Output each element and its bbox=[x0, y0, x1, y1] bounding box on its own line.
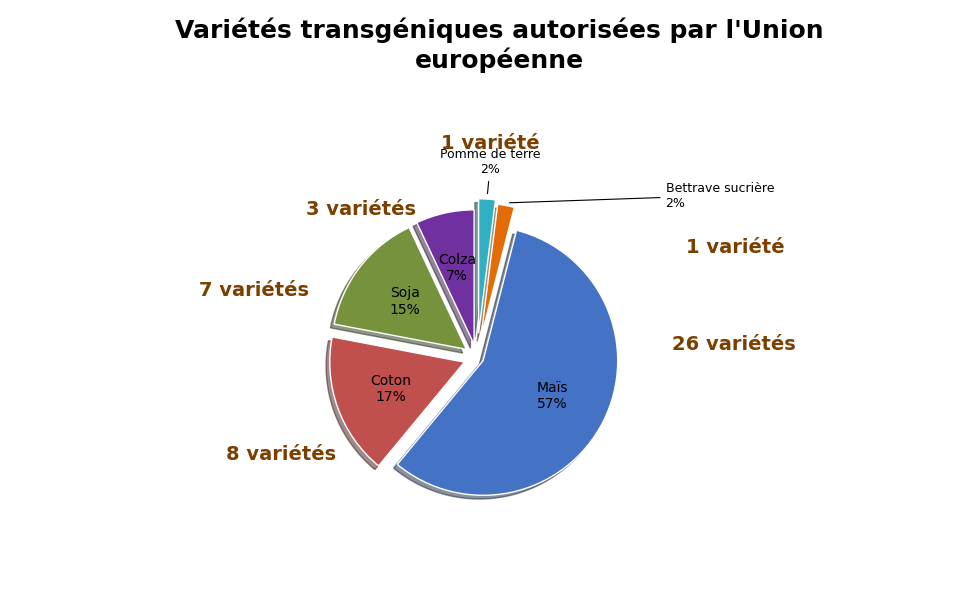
Wedge shape bbox=[334, 227, 467, 349]
Text: Variétés transgéniques autorisées par l'Union
européenne: Variétés transgéniques autorisées par l'… bbox=[175, 18, 824, 73]
Text: 8 variétés: 8 variétés bbox=[226, 445, 336, 464]
Wedge shape bbox=[330, 337, 465, 466]
Text: 1 variété: 1 variété bbox=[685, 238, 784, 257]
Wedge shape bbox=[417, 210, 474, 345]
Text: Pomme de terre
2%: Pomme de terre 2% bbox=[441, 148, 540, 194]
Wedge shape bbox=[481, 204, 515, 337]
Text: Bettrave sucrière
2%: Bettrave sucrière 2% bbox=[510, 181, 774, 210]
Text: 7 variétés: 7 variétés bbox=[199, 281, 309, 300]
Text: Maïs
57%: Maïs 57% bbox=[537, 381, 568, 411]
Text: 3 variétés: 3 variétés bbox=[306, 200, 417, 219]
Wedge shape bbox=[397, 230, 617, 495]
Wedge shape bbox=[479, 199, 495, 333]
Text: Soja
15%: Soja 15% bbox=[390, 286, 420, 317]
Text: Coton
17%: Coton 17% bbox=[371, 373, 412, 403]
Text: 1 variété: 1 variété bbox=[442, 134, 540, 153]
Text: Colza
7%: Colza 7% bbox=[438, 253, 476, 283]
Text: 26 variétés: 26 variétés bbox=[672, 335, 796, 353]
